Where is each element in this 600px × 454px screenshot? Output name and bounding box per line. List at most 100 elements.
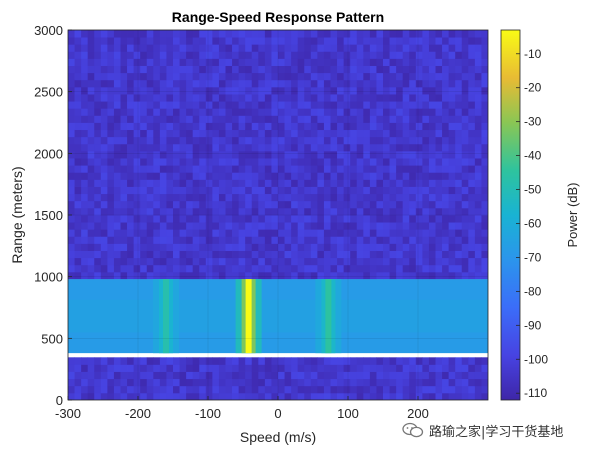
heatmap-cell xyxy=(442,79,450,88)
heatmap-cell xyxy=(173,150,180,159)
heatmap-cell xyxy=(218,51,226,59)
heatmap-cell xyxy=(94,86,102,95)
heatmap-cell xyxy=(468,200,476,209)
heatmap-cell xyxy=(455,44,463,52)
heatmap-cell xyxy=(409,65,417,74)
heatmap-cell xyxy=(218,115,226,123)
heatmap-cell xyxy=(218,72,226,81)
heatmap-cell xyxy=(383,392,390,400)
heatmap-cell xyxy=(455,179,463,187)
heatmap-cell xyxy=(245,357,253,365)
heatmap-cell xyxy=(337,385,345,394)
heatmap-cell xyxy=(74,158,82,166)
heatmap-cell xyxy=(166,364,174,372)
heatmap-cell xyxy=(442,136,450,145)
heatmap-cell xyxy=(140,136,148,145)
heatmap-cell xyxy=(166,243,174,251)
heatmap-cell xyxy=(350,58,358,66)
heatmap-cell xyxy=(278,215,285,223)
heatmap-cell xyxy=(127,150,135,159)
heatmap-cell xyxy=(428,58,436,66)
heatmap-cell xyxy=(192,101,200,109)
heatmap-cell xyxy=(186,44,194,52)
heatmap-cell xyxy=(133,129,141,138)
heatmap-cell xyxy=(323,86,331,95)
heatmap-cell xyxy=(409,193,417,202)
heatmap-cell xyxy=(402,65,410,74)
heatmap-cell xyxy=(74,122,82,131)
heatmap-cell xyxy=(159,165,167,173)
heatmap-cell xyxy=(317,186,325,195)
heatmap-cell xyxy=(481,58,488,66)
heatmap-cell xyxy=(435,215,443,223)
heatmap-cell xyxy=(330,215,338,223)
heatmap-cell xyxy=(409,215,417,223)
heatmap-cell xyxy=(153,94,161,102)
heatmap-cell xyxy=(113,115,121,123)
heatmap-cell xyxy=(153,65,161,74)
heatmap-cell xyxy=(113,243,121,251)
heatmap-cell xyxy=(481,378,488,387)
heatmap-cell xyxy=(120,51,128,59)
heatmap-cell xyxy=(81,250,89,259)
heatmap-cell xyxy=(442,257,450,266)
heatmap-cell xyxy=(264,37,272,45)
heatmap-cell xyxy=(468,51,476,59)
heatmap-cell xyxy=(297,179,305,187)
heatmap-cell xyxy=(337,243,345,251)
heatmap-cell xyxy=(166,94,174,102)
heatmap-cell xyxy=(146,108,154,116)
heatmap-cell xyxy=(238,236,246,244)
heatmap-cell xyxy=(225,58,233,66)
heatmap-cell xyxy=(448,236,456,244)
heatmap-cell xyxy=(186,37,194,45)
heatmap-cell xyxy=(422,364,430,372)
heatmap-cell xyxy=(304,236,312,244)
colorbar-tick-label: -110 xyxy=(524,386,547,400)
heatmap-cell xyxy=(199,108,207,116)
heatmap-cell xyxy=(68,44,75,52)
heatmap-cell xyxy=(192,30,200,38)
heatmap-cell xyxy=(461,392,469,400)
target-peak-2 xyxy=(325,279,332,354)
heatmap-cell xyxy=(192,115,200,123)
heatmap-cell xyxy=(173,257,180,266)
heatmap-cell xyxy=(113,186,121,195)
heatmap-cell xyxy=(297,357,305,365)
heatmap-cell xyxy=(376,143,384,152)
heatmap-cell xyxy=(356,86,364,95)
heatmap-cell xyxy=(350,186,358,195)
heatmap-cell xyxy=(120,143,128,152)
heatmap-cell xyxy=(409,150,417,159)
heatmap-cell xyxy=(317,257,325,266)
heatmap-cell xyxy=(428,179,436,187)
heatmap-cell xyxy=(343,179,351,187)
heatmap-cell xyxy=(258,165,266,173)
heatmap-cell xyxy=(310,115,318,123)
heatmap-cell xyxy=(415,243,423,251)
heatmap-cell xyxy=(481,44,488,52)
heatmap-cell xyxy=(94,385,102,394)
heatmap-cell xyxy=(107,115,115,123)
heatmap-cell xyxy=(205,136,213,145)
heatmap-cell xyxy=(140,172,148,180)
heatmap-cell xyxy=(317,44,325,52)
heatmap-cell xyxy=(343,264,351,273)
heatmap-cell xyxy=(225,158,233,166)
heatmap-cell xyxy=(461,222,469,230)
heatmap-cell xyxy=(94,186,102,195)
heatmap-cell xyxy=(356,150,364,159)
heatmap-cell xyxy=(159,186,167,195)
heatmap-cell xyxy=(468,129,476,138)
heatmap-cell xyxy=(369,243,377,251)
heatmap-cell xyxy=(258,150,266,159)
heatmap-cell xyxy=(113,250,121,259)
heatmap-cell xyxy=(284,72,292,81)
heatmap-cell xyxy=(297,172,305,180)
heatmap-cell xyxy=(442,385,450,394)
heatmap-cell xyxy=(468,264,476,273)
heatmap-cell xyxy=(435,250,443,259)
heatmap-cell xyxy=(409,378,417,387)
heatmap-cell xyxy=(87,58,95,66)
heatmap-cell xyxy=(323,250,331,259)
